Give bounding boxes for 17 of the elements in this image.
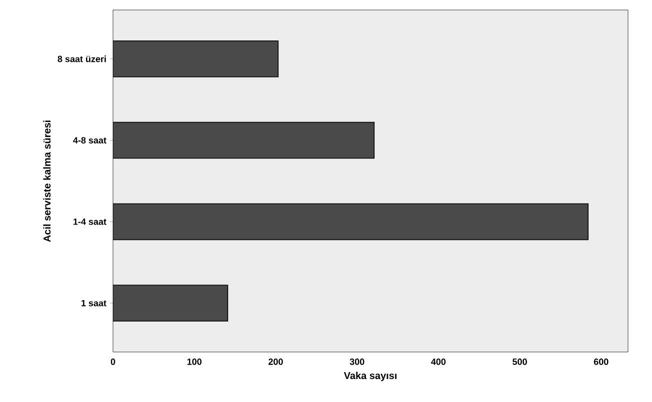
bar [113,284,228,322]
x-tick-label: 500 [512,358,527,365]
bar [113,203,589,240]
y-axis-title: Acil serviste kalma süresi [43,120,51,242]
bar [113,40,279,78]
y-tick-label: 1 saat [82,300,106,306]
y-tick-label: 8 saat üzeri [58,56,106,62]
x-tick-label: 400 [431,358,446,365]
y-tick-label: 1-4 saat [74,218,106,225]
x-tick-label: 200 [268,358,283,365]
x-tick-label: 0 [110,358,116,365]
x-axis-title: Vaka sayısı [344,372,396,382]
x-tick-label: 100 [187,358,202,365]
x-tick-label: 600 [594,358,608,365]
bar [113,122,375,159]
x-tick-label: 300 [350,358,364,365]
y-tick-label: 4-8 saat [73,137,106,144]
